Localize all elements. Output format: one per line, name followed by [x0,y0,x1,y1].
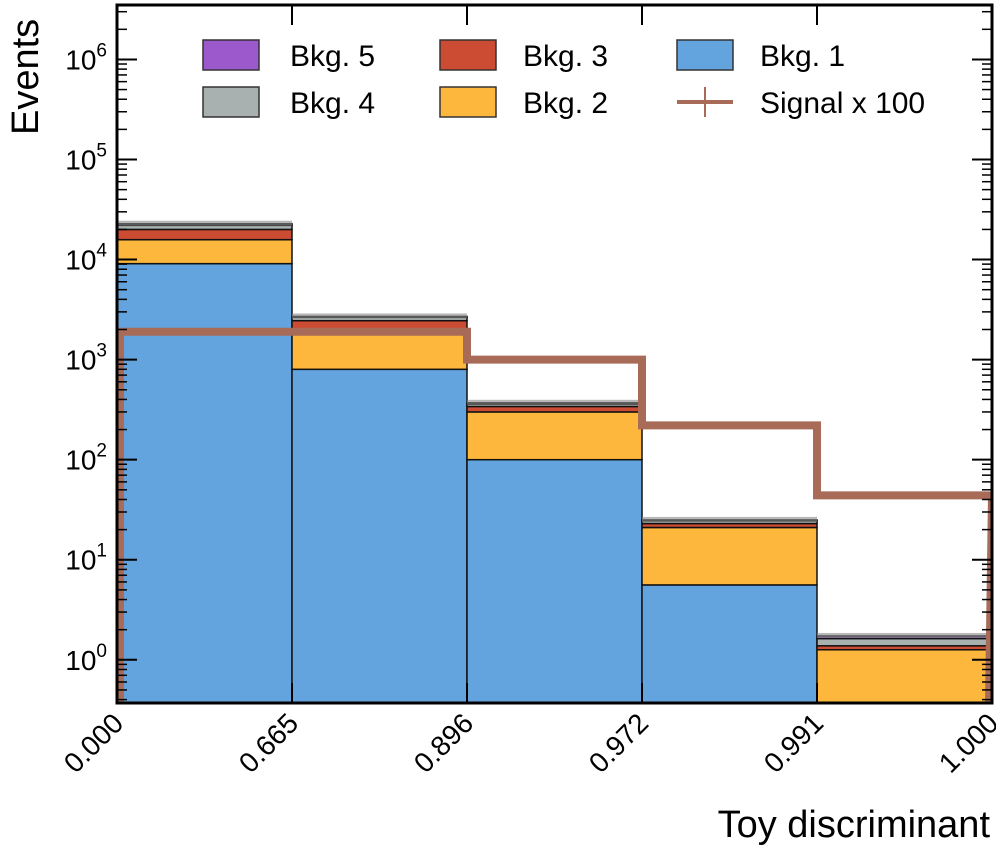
uncertainty-band-bin-3 [467,399,642,405]
y-tick-label: 105 [65,140,107,175]
bar-bkg-2-bin-3 [466,411,643,461]
bar-bkg-3-bin-3 [466,405,643,413]
legend-bkg-1-swatch [676,39,734,71]
x-tick-label: 0.972 [583,707,654,778]
legend-bkg-4-swatch [202,86,260,118]
legend-bkg-2-swatch [439,86,497,118]
x-tick-label: 1.000 [933,707,996,778]
x-tick-label: 0.896 [408,707,479,778]
x-tick-label: 0.665 [233,707,304,778]
bar-bkg-2-bin-5 [816,649,992,703]
signal-line [117,327,992,703]
x-axis-label: Toy discriminant [718,804,991,846]
bar-bkg-4-bin-5 [816,637,992,647]
uncertainty-band-bin-5 [817,632,992,638]
y-axis-label: Events [5,19,47,135]
legend-bkg-3-swatch [439,39,497,71]
plot-frame [115,3,994,705]
uncertainty-band-bin-2 [292,313,467,319]
x-tick-label: 0.991 [758,707,829,778]
bar-bkg-1-bin-3 [466,458,643,703]
legend-bkg-5-label: Bkg. 5 [290,40,375,73]
y-tick-label: 103 [65,341,107,376]
x-tick-label: 0.000 [58,707,129,778]
legend-bkg-4-label: Bkg. 4 [290,87,375,120]
bar-bkg-1-bin-4 [641,584,818,703]
bar-bkg-1-bin-1 [117,262,293,703]
y-tick-label: 100 [65,641,107,676]
legend-bkg-1-label: Bkg. 1 [760,40,845,73]
bar-bkg-2-bin-1 [117,238,293,265]
legend-bkg-2-label: Bkg. 2 [523,87,608,120]
y-tick-label: 101 [65,541,107,576]
legend-bkg-3-label: Bkg. 3 [523,40,608,73]
y-tick-label: 106 [65,40,107,75]
legend-signal-x-100-label: Signal x 100 [760,87,925,120]
legend-bkg-5-swatch [202,39,260,71]
bar-bkg-2-bin-4 [641,526,818,586]
y-tick-label: 102 [65,441,107,476]
uncertainty-band-bin-4 [642,516,817,522]
bar-bkg-1-bin-2 [291,368,468,703]
bar-bkg-3-bin-1 [117,228,293,241]
y-tick-label: 104 [65,241,107,276]
uncertainty-band-bin-1 [117,220,292,226]
